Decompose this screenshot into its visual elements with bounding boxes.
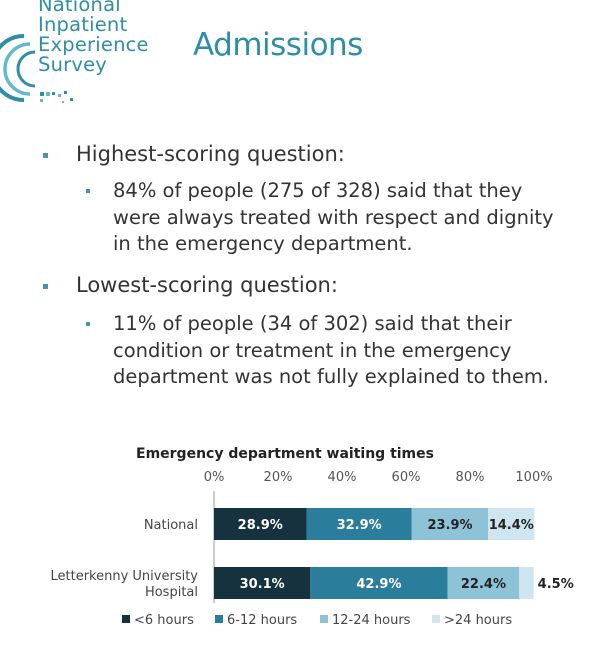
legend-label: 6-12 hours [227, 613, 297, 628]
survey-logo: National Inpatient Experience Survey [0, 0, 175, 112]
highest-scoring-heading: Highest-scoring question: [43, 142, 345, 166]
x-tick-label: 0% [204, 470, 225, 485]
category-label: Letterkenny University [51, 569, 199, 584]
highest-scoring-detail: 84% of people (275 of 328) said that the… [86, 178, 573, 258]
data-label: 4.5% [538, 577, 574, 592]
logo-line-survey: Survey [38, 53, 108, 76]
legend-swatch [432, 615, 440, 623]
lowest-scoring-heading: Lowest-scoring question: [43, 273, 338, 297]
x-tick-label: 80% [456, 470, 485, 485]
legend-swatch [215, 615, 223, 623]
highest-scoring-heading-text: Highest-scoring question: [76, 142, 345, 166]
data-label: 28.9% [238, 518, 283, 533]
bar-segment [306, 508, 412, 540]
data-label: 42.9% [356, 577, 401, 592]
data-label: 30.1% [240, 577, 285, 592]
x-tick-label: 60% [392, 470, 421, 485]
bar-segment [519, 567, 534, 599]
logo-line-inpatient: Inpatient [38, 13, 128, 36]
highest-scoring-detail-text: 84% of people (275 of 328) said that the… [113, 179, 554, 255]
bar-segment [488, 508, 535, 540]
category-label: National [144, 518, 198, 533]
data-label: 32.9% [337, 518, 382, 533]
legend-label: <6 hours [134, 613, 194, 628]
data-label: 23.9% [427, 518, 472, 533]
bullet-square-icon [86, 322, 90, 326]
legend-swatch [320, 615, 328, 623]
data-label: 14.4% [489, 518, 534, 533]
bar-segment [447, 567, 520, 599]
category-label: Hospital [145, 585, 198, 600]
x-tick-label: 40% [328, 470, 357, 485]
bullet-square-icon [86, 189, 90, 193]
x-tick-label: 20% [264, 470, 293, 485]
chart-title: Emergency department waiting times [136, 446, 434, 462]
lowest-scoring-detail: 11% of people (34 of 302) said that thei… [86, 311, 573, 391]
legend-swatch [122, 615, 130, 623]
bar-segment [411, 508, 489, 540]
page-title: Admissions [193, 27, 363, 63]
legend-label: >24 hours [444, 613, 512, 628]
legend-label: 12-24 hours [332, 613, 411, 628]
data-label: 22.4% [461, 577, 506, 592]
logo-line-national: National [38, 0, 121, 16]
x-tick-label: 100% [515, 470, 552, 485]
bar-segment [214, 567, 311, 599]
bullet-square-icon [43, 284, 48, 289]
survey-logo-mark-icon [0, 34, 73, 103]
bullet-square-icon [43, 153, 48, 158]
logo-line-experience: Experience [38, 33, 149, 56]
lowest-scoring-heading-text: Lowest-scoring question: [76, 273, 338, 297]
bar-segment [214, 508, 307, 540]
bar-segment [310, 567, 448, 599]
lowest-scoring-detail-text: 11% of people (34 of 302) said that thei… [113, 312, 550, 388]
survey-logo-text: National Inpatient Experience Survey [38, 0, 149, 75]
